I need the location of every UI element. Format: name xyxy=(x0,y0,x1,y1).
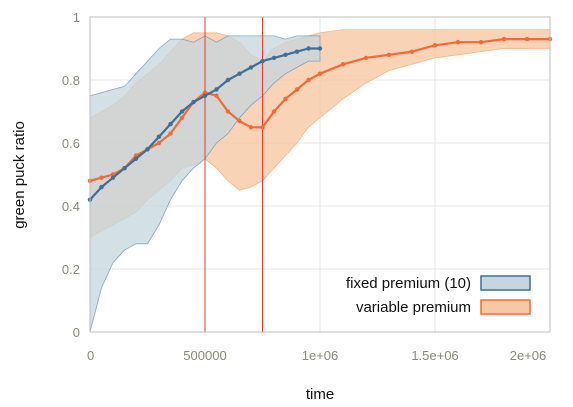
data-point-fixed-premium xyxy=(294,49,300,54)
data-point-fixed-premium xyxy=(306,46,311,51)
legend-label-variable-premium: variable premium xyxy=(356,299,471,316)
data-point-fixed-premium xyxy=(156,134,162,139)
data-point-variable-premium xyxy=(248,125,254,130)
data-point-fixed-premium xyxy=(145,147,150,152)
x-tick-label: 2e+06 xyxy=(510,348,547,363)
x-tick-label: 0 xyxy=(87,348,94,363)
plot-frame xyxy=(89,16,551,333)
vertical-markers xyxy=(204,17,263,332)
data-point-variable-premium xyxy=(168,131,173,136)
data-point-variable-premium xyxy=(237,118,242,124)
data-point-fixed-premium xyxy=(317,46,323,51)
data-point-variable-premium xyxy=(455,40,461,45)
data-point-fixed-premium xyxy=(260,58,265,64)
data-point-variable-premium xyxy=(432,43,438,48)
data-point-variable-premium xyxy=(340,62,346,67)
y-tick-label: 1 xyxy=(73,10,80,25)
data-point-variable-premium xyxy=(225,109,231,114)
data-point-variable-premium xyxy=(386,52,392,57)
data-point-fixed-premium xyxy=(248,65,254,70)
legend-swatch-variable-premium xyxy=(480,299,531,315)
data-point-variable-premium xyxy=(99,175,104,180)
data-point-variable-premium xyxy=(524,36,530,42)
data-point-variable-premium xyxy=(179,115,185,121)
data-point-fixed-premium xyxy=(191,99,196,105)
data-point-variable-premium xyxy=(156,140,162,146)
data-point-fixed-premium xyxy=(99,184,104,190)
data-point-variable-premium xyxy=(478,40,484,45)
y-tick-label: 0.6 xyxy=(62,136,80,151)
data-point-variable-premium xyxy=(363,55,369,61)
data-point-variable-premium xyxy=(202,90,208,95)
data-point-variable-premium xyxy=(306,77,311,83)
data-point-variable-premium xyxy=(260,125,265,130)
x-tick-label: 1.5e+06 xyxy=(411,348,458,363)
data-point-variable-premium xyxy=(317,71,323,76)
data-point-fixed-premium xyxy=(225,77,231,83)
confidence-band-fixed-premium xyxy=(89,35,321,333)
y-tick-label: 0.2 xyxy=(62,262,80,277)
data-point-fixed-premium xyxy=(237,71,242,76)
y-tick-label: 0.4 xyxy=(62,199,80,214)
data-point-fixed-premium xyxy=(133,156,139,161)
data-point-variable-premium xyxy=(283,96,288,102)
x-tick-label: 1e+06 xyxy=(302,348,339,363)
tick-labels: 0 500000 1e+06 1.5e+06 2e+06 0 0.2 0.4 0.6 0.8 1 xyxy=(62,10,546,363)
x-axis-label: time xyxy=(306,386,334,403)
data-point-fixed-premium xyxy=(283,52,288,57)
y-tick-label: 0 xyxy=(73,325,80,340)
legend-swatch-fixed-premium xyxy=(480,275,531,291)
legend: fixed premium (10) variable premium xyxy=(346,275,531,316)
data-point-variable-premium xyxy=(501,36,507,42)
data-point-fixed-premium xyxy=(214,87,219,92)
data-point-variable-premium xyxy=(409,49,415,54)
data-point-fixed-premium xyxy=(202,93,208,98)
y-tick-label: 0.8 xyxy=(62,73,80,88)
data-point-fixed-premium xyxy=(122,166,127,171)
data-point-variable-premium xyxy=(294,87,300,92)
y-axis-label: green puck ratio xyxy=(11,121,28,229)
data-point-fixed-premium xyxy=(179,109,185,114)
data-point-fixed-premium xyxy=(271,55,277,61)
x-tick-label: 500000 xyxy=(183,348,226,363)
legend-label-fixed-premium: fixed premium (10) xyxy=(346,275,471,292)
data-point-fixed-premium xyxy=(110,175,116,180)
data-point-variable-premium xyxy=(214,93,219,98)
data-point-variable-premium xyxy=(271,109,277,114)
data-point-fixed-premium xyxy=(168,121,173,127)
